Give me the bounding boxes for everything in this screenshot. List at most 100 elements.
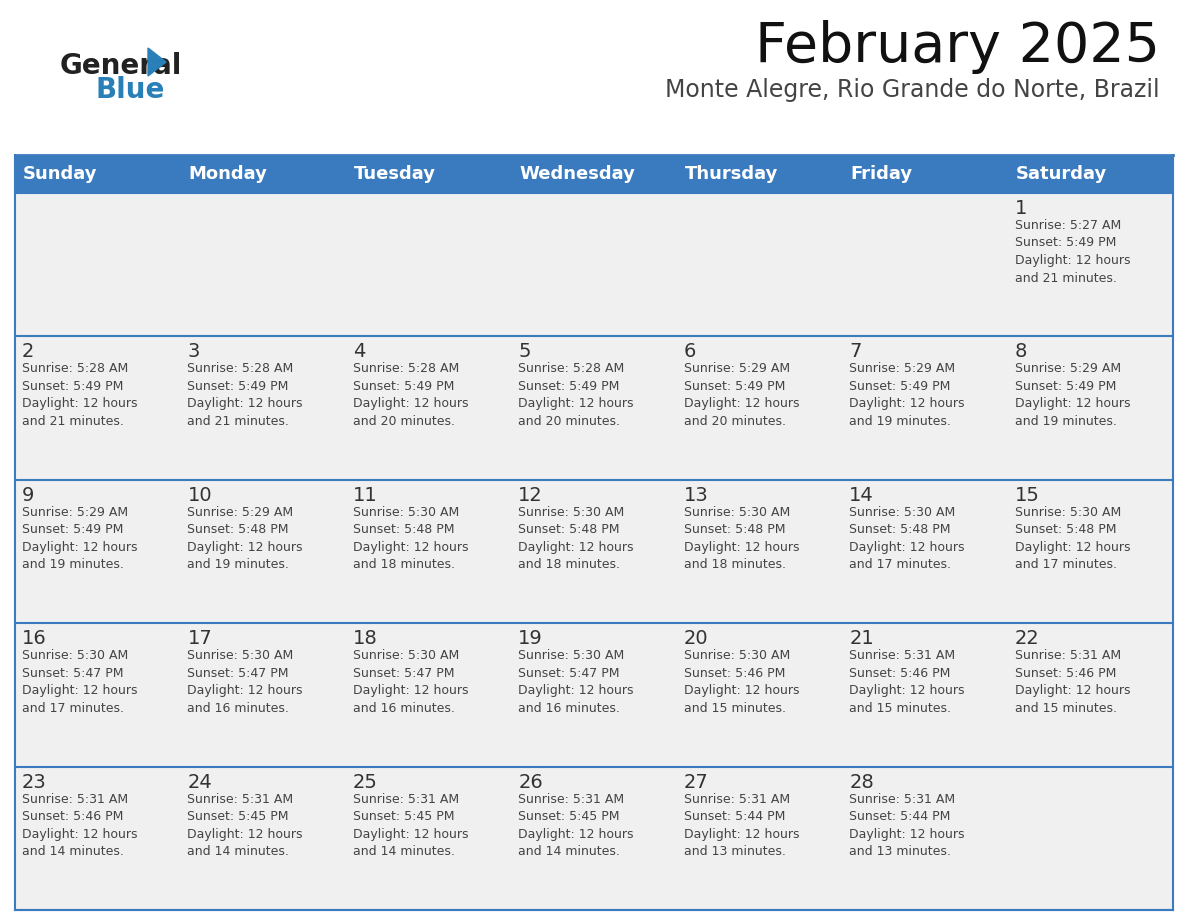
Bar (1007, 767, 1173, 910)
Text: Sunday: Sunday (23, 165, 97, 183)
Bar (15, 193, 181, 336)
Text: Sunrise: 5:28 AM
Sunset: 5:49 PM
Daylight: 12 hours
and 21 minutes.: Sunrise: 5:28 AM Sunset: 5:49 PM Dayligh… (23, 363, 138, 428)
Text: Sunrise: 5:27 AM
Sunset: 5:49 PM
Daylight: 12 hours
and 21 minutes.: Sunrise: 5:27 AM Sunset: 5:49 PM Dayligh… (1015, 219, 1130, 285)
Text: Sunrise: 5:30 AM
Sunset: 5:48 PM
Daylight: 12 hours
and 17 minutes.: Sunrise: 5:30 AM Sunset: 5:48 PM Dayligh… (1015, 506, 1130, 571)
Text: Sunrise: 5:31 AM
Sunset: 5:45 PM
Daylight: 12 hours
and 14 minutes.: Sunrise: 5:31 AM Sunset: 5:45 PM Dayligh… (518, 792, 633, 858)
Text: 19: 19 (518, 629, 543, 648)
Bar (15, 767, 181, 910)
Bar (511, 155, 677, 193)
Text: 17: 17 (188, 629, 213, 648)
Bar (346, 155, 511, 193)
Bar (181, 623, 346, 767)
Bar (842, 193, 1007, 336)
Bar (181, 767, 346, 910)
Text: 9: 9 (23, 486, 34, 505)
Text: 1: 1 (1015, 199, 1026, 218)
Text: 13: 13 (684, 486, 708, 505)
Bar (677, 623, 842, 767)
Bar (181, 480, 346, 623)
Text: Saturday: Saturday (1016, 165, 1107, 183)
Bar (511, 623, 677, 767)
Bar (15, 336, 181, 480)
Text: Sunrise: 5:30 AM
Sunset: 5:47 PM
Daylight: 12 hours
and 17 minutes.: Sunrise: 5:30 AM Sunset: 5:47 PM Dayligh… (23, 649, 138, 715)
Text: Sunrise: 5:30 AM
Sunset: 5:48 PM
Daylight: 12 hours
and 17 minutes.: Sunrise: 5:30 AM Sunset: 5:48 PM Dayligh… (849, 506, 965, 571)
Bar (842, 623, 1007, 767)
Bar (842, 767, 1007, 910)
Text: 18: 18 (353, 629, 378, 648)
Bar (1007, 480, 1173, 623)
Bar (511, 193, 677, 336)
Text: Sunrise: 5:29 AM
Sunset: 5:49 PM
Daylight: 12 hours
and 19 minutes.: Sunrise: 5:29 AM Sunset: 5:49 PM Dayligh… (23, 506, 138, 571)
Bar (181, 155, 346, 193)
Text: 7: 7 (849, 342, 861, 362)
Text: 5: 5 (518, 342, 531, 362)
Bar (511, 336, 677, 480)
Text: Sunrise: 5:30 AM
Sunset: 5:48 PM
Daylight: 12 hours
and 18 minutes.: Sunrise: 5:30 AM Sunset: 5:48 PM Dayligh… (353, 506, 468, 571)
Bar (181, 336, 346, 480)
Bar (677, 193, 842, 336)
Bar (181, 193, 346, 336)
Bar (15, 155, 181, 193)
Text: Sunrise: 5:29 AM
Sunset: 5:49 PM
Daylight: 12 hours
and 19 minutes.: Sunrise: 5:29 AM Sunset: 5:49 PM Dayligh… (1015, 363, 1130, 428)
Text: Friday: Friday (851, 165, 912, 183)
Text: 16: 16 (23, 629, 46, 648)
Text: Sunrise: 5:29 AM
Sunset: 5:49 PM
Daylight: 12 hours
and 20 minutes.: Sunrise: 5:29 AM Sunset: 5:49 PM Dayligh… (684, 363, 800, 428)
Bar (511, 480, 677, 623)
Text: 23: 23 (23, 773, 46, 791)
Text: Monte Alegre, Rio Grande do Norte, Brazil: Monte Alegre, Rio Grande do Norte, Brazi… (665, 78, 1159, 102)
Text: February 2025: February 2025 (756, 20, 1159, 74)
Text: 14: 14 (849, 486, 874, 505)
Text: 2: 2 (23, 342, 34, 362)
Text: 6: 6 (684, 342, 696, 362)
Bar (1007, 336, 1173, 480)
Bar (346, 193, 511, 336)
Bar (346, 767, 511, 910)
Text: 3: 3 (188, 342, 200, 362)
Text: Sunrise: 5:31 AM
Sunset: 5:45 PM
Daylight: 12 hours
and 14 minutes.: Sunrise: 5:31 AM Sunset: 5:45 PM Dayligh… (353, 792, 468, 858)
Text: Sunrise: 5:31 AM
Sunset: 5:46 PM
Daylight: 12 hours
and 15 minutes.: Sunrise: 5:31 AM Sunset: 5:46 PM Dayligh… (849, 649, 965, 715)
Text: Sunrise: 5:31 AM
Sunset: 5:44 PM
Daylight: 12 hours
and 13 minutes.: Sunrise: 5:31 AM Sunset: 5:44 PM Dayligh… (849, 792, 965, 858)
Bar (842, 480, 1007, 623)
Text: Sunrise: 5:30 AM
Sunset: 5:47 PM
Daylight: 12 hours
and 16 minutes.: Sunrise: 5:30 AM Sunset: 5:47 PM Dayligh… (188, 649, 303, 715)
Text: Sunrise: 5:31 AM
Sunset: 5:44 PM
Daylight: 12 hours
and 13 minutes.: Sunrise: 5:31 AM Sunset: 5:44 PM Dayligh… (684, 792, 800, 858)
Text: Monday: Monday (189, 165, 267, 183)
Text: Sunrise: 5:28 AM
Sunset: 5:49 PM
Daylight: 12 hours
and 21 minutes.: Sunrise: 5:28 AM Sunset: 5:49 PM Dayligh… (188, 363, 303, 428)
Bar (677, 336, 842, 480)
Text: 4: 4 (353, 342, 365, 362)
Text: General: General (61, 52, 183, 80)
Bar (677, 155, 842, 193)
Text: Blue: Blue (95, 76, 164, 104)
Text: Thursday: Thursday (684, 165, 778, 183)
Text: 12: 12 (518, 486, 543, 505)
Text: 21: 21 (849, 629, 874, 648)
Text: Sunrise: 5:29 AM
Sunset: 5:49 PM
Daylight: 12 hours
and 19 minutes.: Sunrise: 5:29 AM Sunset: 5:49 PM Dayligh… (849, 363, 965, 428)
Text: Tuesday: Tuesday (354, 165, 436, 183)
Text: Wednesday: Wednesday (519, 165, 636, 183)
Bar (1007, 623, 1173, 767)
Bar (842, 155, 1007, 193)
Text: Sunrise: 5:31 AM
Sunset: 5:46 PM
Daylight: 12 hours
and 14 minutes.: Sunrise: 5:31 AM Sunset: 5:46 PM Dayligh… (23, 792, 138, 858)
Text: 28: 28 (849, 773, 874, 791)
Text: 24: 24 (188, 773, 213, 791)
Text: 20: 20 (684, 629, 708, 648)
Text: Sunrise: 5:31 AM
Sunset: 5:46 PM
Daylight: 12 hours
and 15 minutes.: Sunrise: 5:31 AM Sunset: 5:46 PM Dayligh… (1015, 649, 1130, 715)
Bar (1007, 193, 1173, 336)
Text: Sunrise: 5:28 AM
Sunset: 5:49 PM
Daylight: 12 hours
and 20 minutes.: Sunrise: 5:28 AM Sunset: 5:49 PM Dayligh… (353, 363, 468, 428)
Text: 26: 26 (518, 773, 543, 791)
Bar (677, 767, 842, 910)
Text: 8: 8 (1015, 342, 1026, 362)
Bar (346, 480, 511, 623)
Text: Sunrise: 5:31 AM
Sunset: 5:45 PM
Daylight: 12 hours
and 14 minutes.: Sunrise: 5:31 AM Sunset: 5:45 PM Dayligh… (188, 792, 303, 858)
Text: Sunrise: 5:30 AM
Sunset: 5:47 PM
Daylight: 12 hours
and 16 minutes.: Sunrise: 5:30 AM Sunset: 5:47 PM Dayligh… (353, 649, 468, 715)
Bar (346, 336, 511, 480)
Bar (15, 623, 181, 767)
Bar (1007, 155, 1173, 193)
Text: Sunrise: 5:30 AM
Sunset: 5:48 PM
Daylight: 12 hours
and 18 minutes.: Sunrise: 5:30 AM Sunset: 5:48 PM Dayligh… (684, 506, 800, 571)
Text: Sunrise: 5:30 AM
Sunset: 5:47 PM
Daylight: 12 hours
and 16 minutes.: Sunrise: 5:30 AM Sunset: 5:47 PM Dayligh… (518, 649, 633, 715)
Text: 11: 11 (353, 486, 378, 505)
Polygon shape (148, 48, 166, 76)
Text: 27: 27 (684, 773, 708, 791)
Bar (346, 623, 511, 767)
Bar (511, 767, 677, 910)
Text: Sunrise: 5:30 AM
Sunset: 5:46 PM
Daylight: 12 hours
and 15 minutes.: Sunrise: 5:30 AM Sunset: 5:46 PM Dayligh… (684, 649, 800, 715)
